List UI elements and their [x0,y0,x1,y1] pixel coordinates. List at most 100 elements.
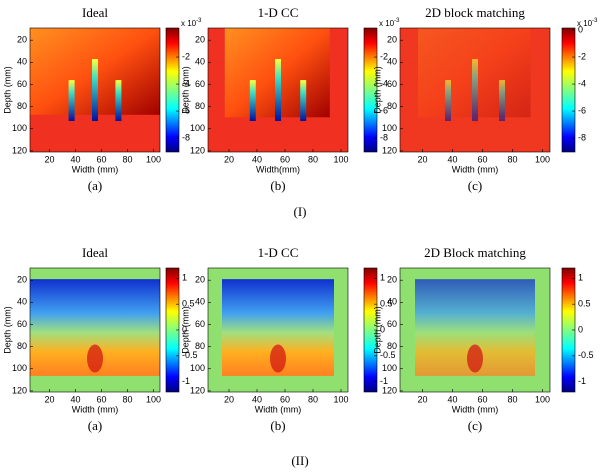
panel-caption: (c) [468,178,482,193]
colorbar-tick-label: -0.5 [578,350,594,360]
panel-caption: (b) [270,418,285,433]
y-tick-label: 40 [387,297,397,307]
y-tick-label: 80 [195,101,205,111]
y-tick-label: 20 [17,35,27,45]
y-axis-label: Depth (mm) [372,306,382,354]
colorbar-tick-label: 1 [578,273,583,283]
row-label: (II) [291,453,308,468]
y-tick-label: 60 [17,319,27,329]
y-tick-label: 80 [387,341,397,351]
colorbar-tick-label: 0 [380,324,385,334]
stripe [472,59,478,121]
colorbar-exponent: x 10-3 [181,18,202,29]
x-axis-label: Width(mm) [256,164,300,174]
stripe [300,80,307,121]
y-tick-label: 40 [17,297,27,307]
stripe [115,80,122,121]
panel-caption: (a) [88,178,102,193]
stripe [92,59,98,121]
row-label: (I) [294,204,307,219]
x-tick-label: 60 [96,394,106,404]
x-tick-label: 40 [70,394,80,404]
colorbar-tick-label: -6 [578,105,586,115]
panel-caption: (c) [468,418,482,433]
y-tick-label: 20 [195,35,205,45]
x-tick-label: 20 [417,154,427,164]
stripe [499,80,505,121]
y-tick-label: 100 [190,123,205,133]
axes-frame [399,27,551,153]
y-tick-label: 100 [12,123,27,133]
x-tick-label: 80 [308,394,318,404]
y-axis-label: Depth (mm) [180,66,190,114]
axes-frame [399,267,551,393]
panel-title: 2D Block matching [424,245,526,260]
colorbar-tick-label: -0.5 [182,350,198,360]
colorbar-tick-label: -4 [578,78,586,88]
colorbar-tick-label: -2 [578,51,586,61]
x-tick-label: 60 [280,154,290,164]
colorbar [561,27,576,153]
x-axis-label: Width (mm) [72,164,119,174]
y-axis-label: Depth (mm) [2,306,12,354]
exponent-power: -3 [592,18,598,24]
exponent-base: x 10 [577,19,593,28]
panel-caption: (a) [88,418,102,433]
hot-spot [270,344,286,373]
y-tick-label: 120 [12,385,27,395]
x-tick-label: 40 [447,394,457,404]
y-tick-label: 40 [195,57,205,67]
colorbar-tick-label: -4 [380,78,388,88]
x-tick-label: 60 [477,154,487,164]
y-tick-label: 20 [195,275,205,285]
hot-spot [467,344,483,373]
colorbar-tick-label: -0.5 [380,350,396,360]
x-tick-label: 100 [535,154,550,164]
x-tick-label: 20 [224,394,234,404]
colorbar-tick-label: -2 [182,51,190,61]
colorbar-tick-label: -8 [182,132,190,142]
y-tick-label: 120 [190,385,205,395]
y-tick-label: 120 [12,145,27,155]
x-tick-label: 80 [507,394,517,404]
colorbar-tick-label: 1 [380,273,385,283]
exponent-power: -3 [394,18,400,24]
stripe [68,80,75,121]
y-tick-label: 80 [17,101,27,111]
colorbar-exponent: x 10-3 [577,18,598,29]
y-tick-label: 40 [17,57,27,67]
x-tick-label: 40 [447,154,457,164]
y-tick-label: 100 [12,363,27,373]
x-axis-label: Width (mm) [255,404,302,414]
hot-spot [87,344,103,373]
y-tick-label: 60 [195,79,205,89]
x-tick-label: 100 [333,154,348,164]
exponent-base: x 10 [181,19,197,28]
x-tick-label: 20 [44,394,54,404]
x-tick-label: 40 [252,154,262,164]
x-tick-label: 100 [333,394,348,404]
stripe [445,80,451,121]
x-tick-label: 60 [96,154,106,164]
exponent-power: -3 [196,18,202,24]
x-tick-label: 40 [252,394,262,404]
axes-frame [29,27,161,153]
panel-title: 1-D CC [258,245,299,260]
y-tick-label: 60 [195,319,205,329]
axes-frame [29,267,161,393]
colorbar [165,27,180,153]
x-tick-label: 60 [477,394,487,404]
stripe [249,80,256,121]
x-tick-label: 100 [146,154,161,164]
y-tick-label: 100 [382,123,397,133]
colorbar-tick-label: -8 [578,132,586,142]
x-axis-label: Width (mm) [452,404,499,414]
colorbar-tick-label: -4 [182,78,190,88]
colorbar [363,27,378,153]
colorbar-tick-label: -1 [380,376,388,386]
x-axis-label: Width (mm) [452,164,499,174]
colorbar-tick-label: 0 [578,324,583,334]
colorbar-tick-label: -6 [380,105,388,115]
panel-title: 1-D CC [258,5,299,20]
